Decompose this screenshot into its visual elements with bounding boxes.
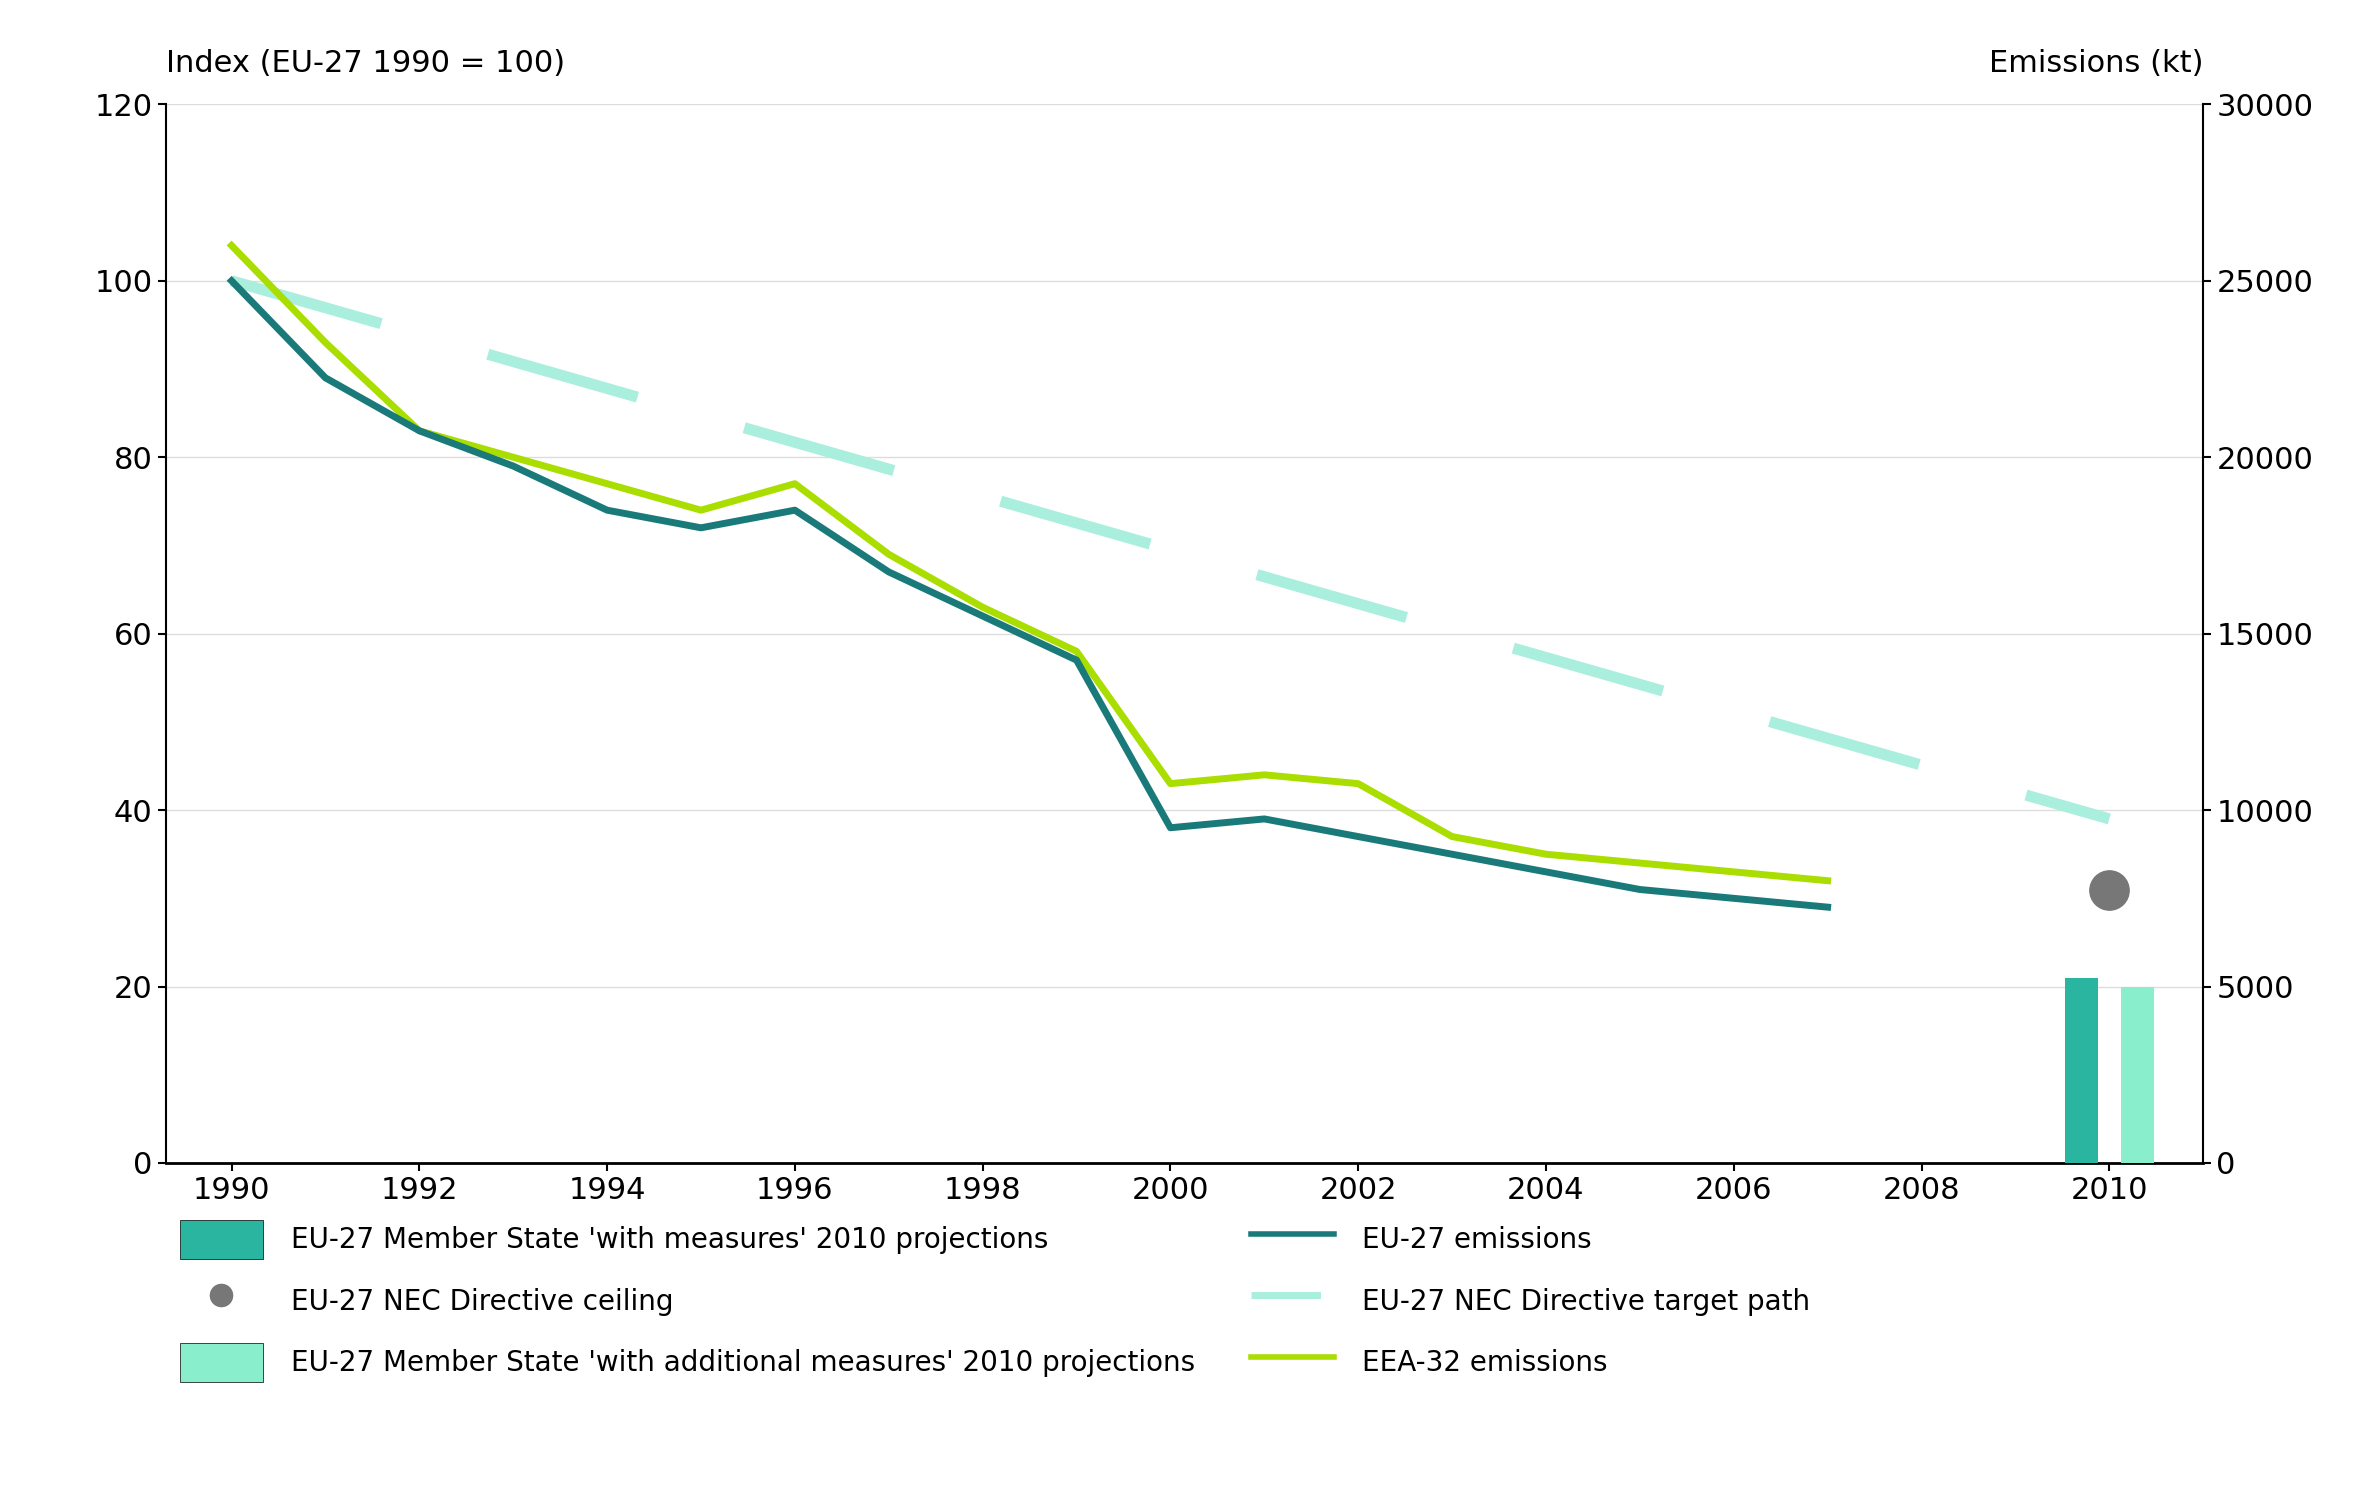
Bar (2066, 978, 2097, 1163)
Text: Index (EU-27 1990 = 100): Index (EU-27 1990 = 100) (166, 49, 564, 78)
Bar (2120, 987, 2153, 1163)
Point (2089, 878, 2127, 902)
Legend: EU-27 Member State 'with measures' 2010 projections, EU-27 NEC Directive ceiling: EU-27 Member State 'with measures' 2010 … (180, 1220, 1810, 1382)
Text: Emissions (kt): Emissions (kt) (1988, 49, 2203, 78)
